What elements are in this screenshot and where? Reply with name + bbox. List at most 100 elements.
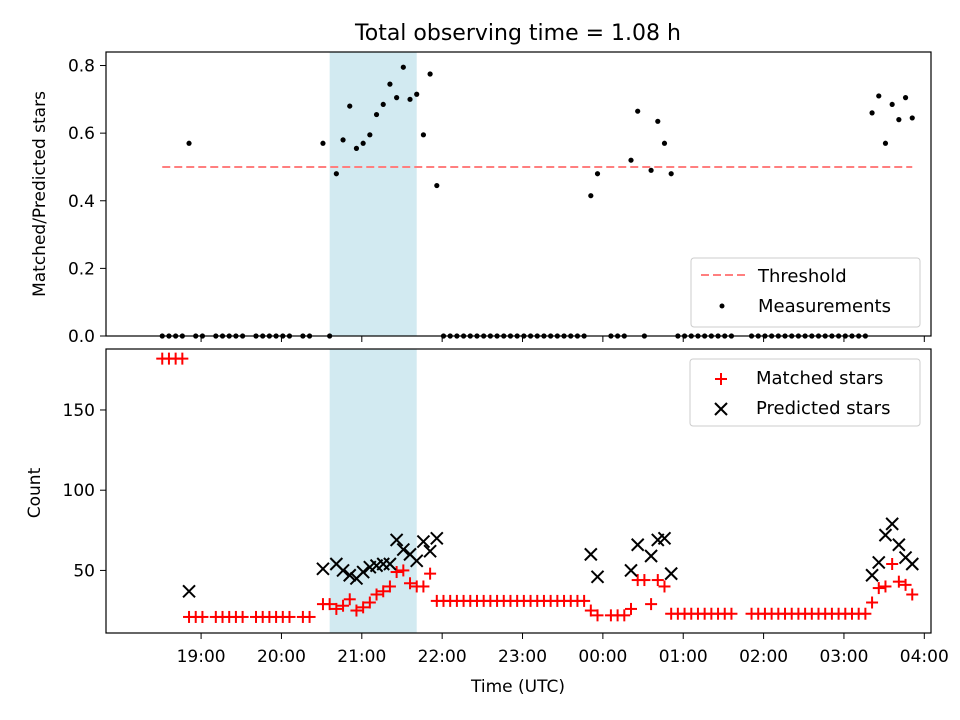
matched-star-marker [350,604,363,617]
measurement-point [420,132,427,138]
predicted-star-marker [423,544,437,558]
measurements-legend-label: Measurements [758,296,891,317]
marker-stroke [396,542,411,557]
marker-stroke [630,538,645,552]
matched-star-marker [638,574,651,587]
predicted-star-marker [343,568,357,582]
matched-star-marker [377,585,390,598]
predicted-star-marker [396,542,411,557]
measurement-point [400,64,406,70]
matched-star-marker [645,598,658,611]
counts-y-axis-label: Count [25,467,45,518]
measurement-point [414,91,420,97]
marker-stroke [644,549,658,563]
matched-star-marker [343,593,356,606]
marker-stroke [878,528,893,542]
x-tick-label: 02:00 [739,647,788,667]
predicted-star-marker [865,568,879,582]
predicted-star-marker [356,565,370,579]
measurement-point [373,111,380,118]
predicted-star-marker [630,538,645,552]
predicted-star-marker [590,570,605,584]
matched-star-marker [196,610,209,623]
ratio-panel: 0.00.20.40.60.8 Matched/Predicted stars … [30,51,932,347]
matched-star-marker [397,564,410,577]
predicted-star-marker [584,547,598,562]
measurement-point [661,140,668,146]
predicted-star-marker [878,528,893,542]
measurement-point [427,71,433,77]
marker-stroke [316,562,330,576]
counts-y-tick-label: 50 [73,561,95,581]
measurement-point [876,93,882,99]
marker-stroke [657,531,672,546]
predicted-star-marker [430,531,444,546]
predicted-star-marker [383,557,397,571]
ratio-axes-frame [105,51,932,337]
predicted-star-marker [624,563,638,578]
measurement-point [896,117,902,123]
matched-star-marker [892,575,905,588]
matched-legend-label: Matched stars [756,368,883,389]
measurement-point [889,101,895,108]
measurement-point [902,95,909,101]
marker-stroke [430,531,444,546]
measurement-point [869,110,875,116]
marker-stroke [865,568,879,582]
predicted-star-marker [316,562,330,576]
marker-stroke [664,566,678,581]
marker-stroke [343,568,357,582]
x-tick-label: 03:00 [819,647,868,667]
marker-stroke [905,557,919,571]
predicted-star-marker [389,533,404,547]
measurement-point [588,193,594,199]
ratio-y-tick-label: 0.4 [68,192,95,212]
predicted-star-marker [644,549,658,563]
counts-panel: 19:00 20:00 21:00 22:00 23:00 00:00 01:00 02:00… [25,348,949,697]
ratio-y-tick-label: 0.2 [68,259,95,279]
measurement-point [360,140,366,146]
marker-stroke [584,547,598,562]
predicted-legend-label: Predicted stars [756,398,890,419]
matched-star-marker [725,607,738,620]
chart-title: Total observing time = 1.08 h [354,21,681,46]
measurement-point [407,96,413,102]
measurement-point [333,171,339,177]
measurement-point [628,157,634,163]
matched-star-marker [357,601,370,614]
measurement-point [668,171,674,177]
counts-legend-box [689,358,921,427]
measurement-point [648,167,654,173]
marker-stroke [356,565,370,579]
predicted-star-marker [872,555,886,570]
matched-star-marker [176,352,189,365]
predicted-star-marker [182,584,196,598]
marker-stroke [624,563,638,578]
predicted-star-marker [410,554,424,568]
matched-star-marker [651,574,664,587]
marker-stroke [423,544,437,558]
marker-stroke [329,557,344,571]
measurement-point [882,140,889,146]
matched-star-marker [323,598,336,611]
marker-stroke [389,533,404,547]
predicted-legend-swatch [714,402,728,416]
matched-star-marker [236,610,249,623]
x-tick-label: 23:00 [498,647,547,667]
matched-star-marker [866,596,879,609]
matched-legend-swatch [715,373,727,385]
predicted-star-marker [905,557,919,571]
predicted-star-marker [885,517,899,531]
measurement-point [394,95,400,101]
ratio-y-tick-label: 0.0 [68,327,95,347]
measurement-point [909,115,915,121]
x-tick-label: 01:00 [659,647,708,667]
matched-star-marker [330,602,343,615]
matched-star-marker [899,578,912,591]
counts-axes-frame [105,348,932,634]
marker-stroke [410,554,424,568]
counts-legend: Matched stars Predicted stars [689,358,921,427]
measurement-point [434,182,440,189]
x-axis-label: Time (UTC) [470,677,565,697]
